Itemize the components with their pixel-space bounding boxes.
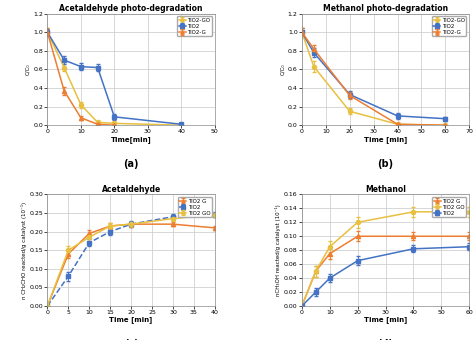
X-axis label: Time [min]: Time [min]	[364, 317, 407, 323]
Title: Methanol: Methanol	[365, 185, 406, 193]
Text: (c): (c)	[124, 339, 138, 340]
Y-axis label: C/C₀: C/C₀	[26, 64, 31, 75]
Text: (b): (b)	[377, 159, 393, 169]
Y-axis label: n CH₂CHO reacted/g catalyst (10⁻¹): n CH₂CHO reacted/g catalyst (10⁻¹)	[21, 202, 27, 299]
Text: (d): (d)	[378, 339, 393, 340]
Y-axis label: C/C₀: C/C₀	[280, 64, 285, 75]
Title: Acetaldehyde: Acetaldehyde	[101, 185, 161, 193]
X-axis label: Time [min]: Time [min]	[364, 136, 407, 143]
Legend: TiO2 G, TiO2 GO, TiO2: TiO2 G, TiO2 GO, TiO2	[432, 197, 466, 217]
Text: (a): (a)	[123, 159, 139, 169]
Title: Acetaldehyde photo-degradation: Acetaldehyde photo-degradation	[59, 4, 203, 13]
Legend: TiO2 G, TiO2, TiO2 GO: TiO2 G, TiO2, TiO2 GO	[178, 197, 212, 217]
X-axis label: Time [min]: Time [min]	[109, 317, 153, 323]
Legend: TiO2-GO, TiO2, TiO2-G: TiO2-GO, TiO2, TiO2-G	[177, 16, 212, 36]
Y-axis label: nCH₃OH reacted/g catalyst (10⁻¹): nCH₃OH reacted/g catalyst (10⁻¹)	[275, 204, 281, 296]
Legend: TiO2-GO, TiO2, TiO2-G: TiO2-GO, TiO2, TiO2-G	[432, 16, 466, 36]
X-axis label: Time[min]: Time[min]	[111, 136, 152, 143]
Title: Methanol photo-degradation: Methanol photo-degradation	[323, 4, 448, 13]
